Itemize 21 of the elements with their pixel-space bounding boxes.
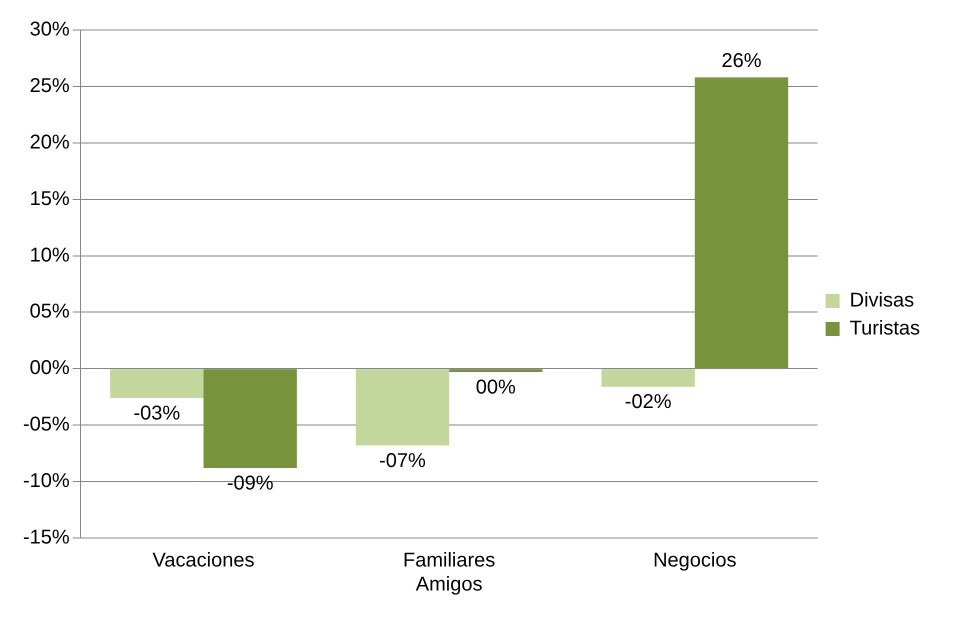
y-tick-label: 05% [30, 300, 70, 323]
data-label: -02% [624, 391, 672, 414]
y-tick-label: 25% [30, 74, 70, 97]
x-tick-label: Negocios [653, 550, 736, 572]
y-tick-label: 00% [30, 357, 70, 380]
y-tick-label: 15% [30, 188, 70, 210]
data-label: 00% [476, 376, 516, 399]
x-tick-label: Vacaciones [152, 550, 254, 572]
y-tick-label: -10% [22, 470, 70, 492]
y-tick-label: -05% [22, 414, 70, 436]
y-tick-label: -15% [22, 526, 70, 549]
data-label: -09% [226, 472, 274, 495]
legend-label: Turistas [850, 318, 920, 340]
y-tick-label: 30% [30, 18, 70, 41]
legend-label: Divisas [850, 290, 914, 312]
y-tick-label: 10% [30, 244, 70, 266]
data-label: 26% [721, 50, 762, 72]
data-label: -03% [133, 402, 180, 425]
y-tick-label: 20% [30, 131, 70, 154]
data-label: -07% [379, 450, 426, 472]
x-tick-label: Familiares Amigos [403, 550, 496, 596]
